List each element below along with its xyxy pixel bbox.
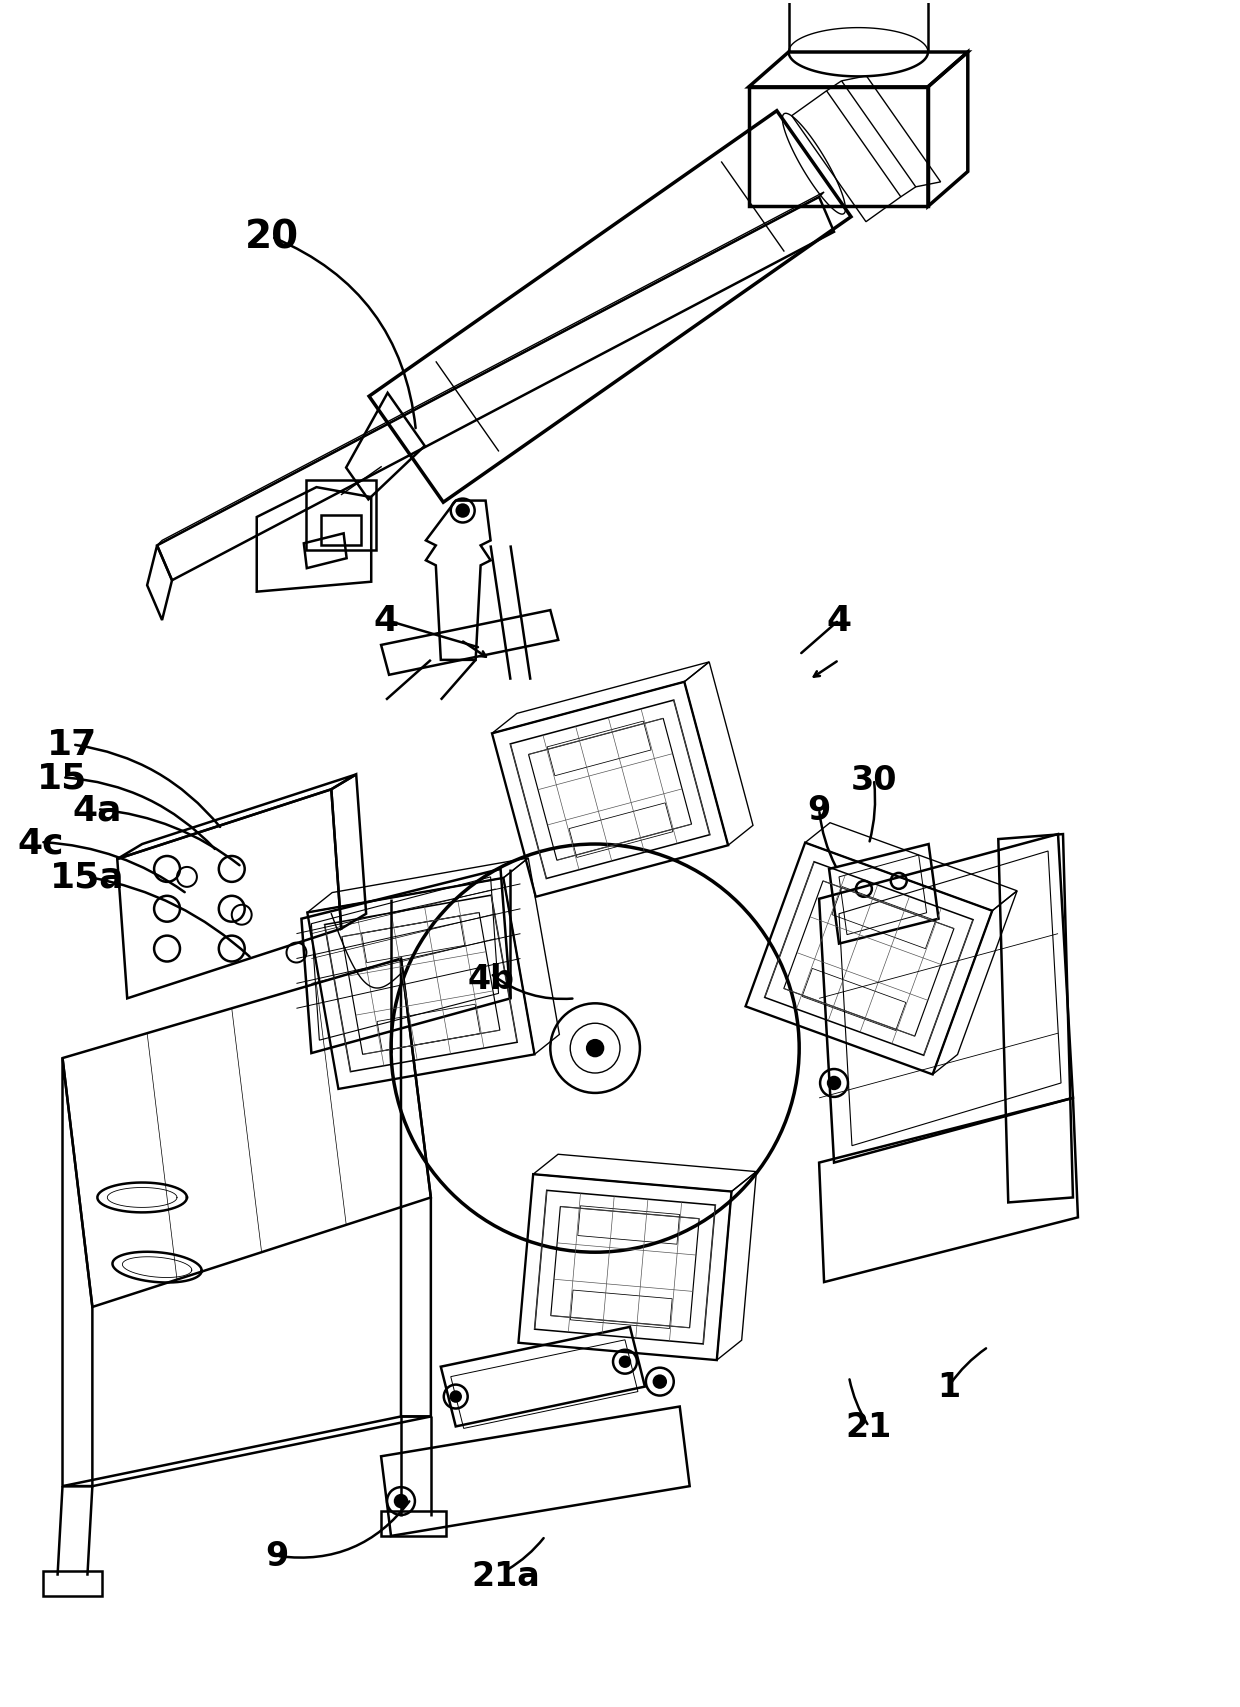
Circle shape [456,505,469,517]
Text: 30: 30 [851,763,897,797]
Text: 15: 15 [37,761,88,795]
Text: 4: 4 [373,604,398,638]
Text: 4a: 4a [73,792,122,826]
Text: 9: 9 [807,794,831,826]
Text: 4b: 4b [467,963,515,995]
Text: 15a: 15a [50,860,125,894]
Text: 20: 20 [244,218,299,256]
Text: 4: 4 [826,604,852,638]
Text: 9: 9 [265,1540,288,1572]
Text: 4c: 4c [17,826,63,860]
Circle shape [588,1041,603,1057]
Circle shape [620,1357,630,1367]
Circle shape [396,1495,407,1507]
Text: 17: 17 [47,729,98,761]
Circle shape [653,1376,666,1388]
Text: 1: 1 [937,1371,960,1403]
Text: 21a: 21a [471,1558,539,1593]
Circle shape [451,1391,461,1401]
Text: 21: 21 [846,1410,892,1442]
Circle shape [828,1077,839,1089]
